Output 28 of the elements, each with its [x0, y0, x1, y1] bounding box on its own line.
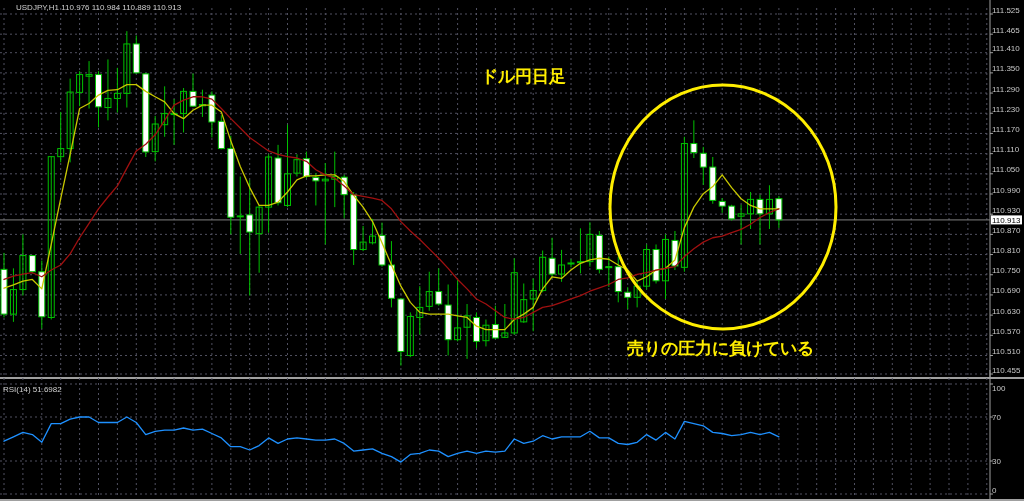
annotation: ドル円日足: [480, 66, 566, 86]
y-tick-label: 111.465: [992, 25, 1021, 35]
y-tick-label: 111.110: [992, 145, 1020, 155]
y-tick-label: 110.510: [992, 347, 1021, 356]
y-tick-label: 110.690: [992, 286, 1021, 296]
y-tick-label: 110.990: [992, 185, 1021, 195]
y-tick-label: 0: [992, 486, 997, 495]
y-tick-label: 110.810: [992, 246, 1021, 256]
y-tick-label: 111.350: [992, 64, 1021, 74]
y-tick-label: 110.570: [992, 326, 1021, 336]
y-tick-label: 70: [992, 413, 1002, 422]
y-tick-label: 110.630: [992, 306, 1021, 316]
y-tick-label: 100: [992, 384, 1006, 393]
y-tick-label: 110.455: [992, 365, 1021, 375]
chart-title: USDJPY,H1 110.976 110.984 110.889 110.913: [16, 3, 182, 12]
y-tick-label: 111.525: [992, 5, 1021, 15]
y-tick-label: 110.750: [992, 266, 1021, 276]
y-tick-label: 111.230: [992, 104, 1021, 114]
y-tick-label: 111.170: [992, 124, 1021, 134]
y-tick-label: 111.290: [992, 84, 1021, 94]
chart-title: RSI(14) 51.6982: [3, 385, 63, 394]
y-tick-label: 111.410: [992, 44, 1021, 54]
ref-line-label: 110.913: [992, 215, 1021, 225]
y-tick-label: 110.870: [992, 225, 1021, 235]
y-tick-label: 111.050: [992, 165, 1021, 175]
y-tick-label: 110.930: [992, 205, 1021, 215]
y-tick-label: 30: [992, 457, 1002, 466]
annotation: 売りの圧力に負けている: [626, 338, 814, 358]
